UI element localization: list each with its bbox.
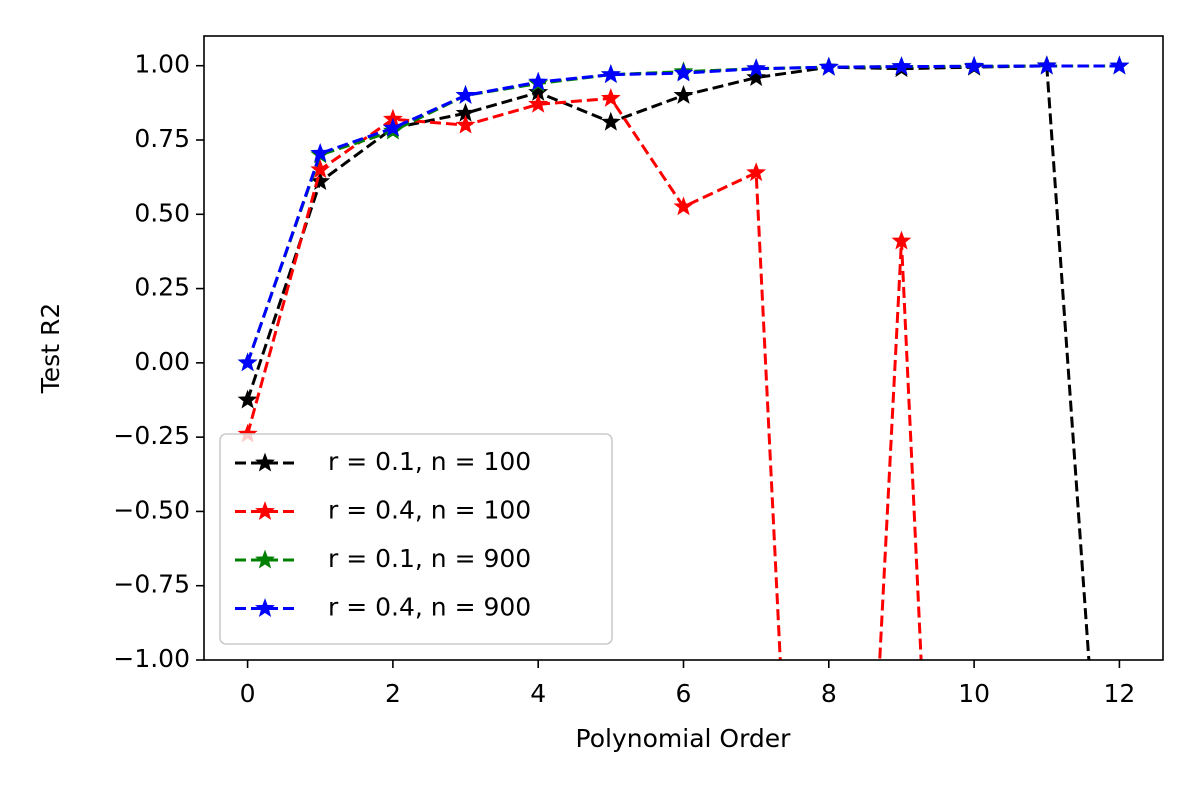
y-tick-label: −0.75	[113, 570, 190, 599]
y-tick-label: 0.00	[134, 347, 190, 376]
series-line	[246, 64, 1120, 364]
legend-marker	[255, 501, 275, 520]
marker	[746, 67, 767, 87]
marker	[673, 62, 694, 82]
marker	[891, 230, 912, 250]
y-tick-label: −1.00	[113, 644, 190, 673]
x-tick-label: 6	[676, 679, 692, 708]
marker	[310, 159, 331, 179]
legend-marker	[255, 598, 275, 617]
legend-marker	[255, 549, 275, 569]
marker	[964, 55, 985, 75]
marker	[310, 171, 331, 191]
marker	[600, 87, 621, 107]
x-tick-label: 0	[240, 679, 256, 708]
marker	[528, 71, 549, 91]
marker	[1109, 55, 1130, 75]
x-tick-label: 4	[530, 679, 546, 708]
y-tick-label: 1.00	[134, 50, 190, 79]
marker	[237, 352, 258, 372]
marker	[600, 111, 621, 131]
x-tick-label: 2	[385, 679, 401, 708]
legend-label: r = 0.4, n = 100	[328, 496, 531, 525]
marker	[673, 84, 694, 104]
legend-label: r = 0.4, n = 900	[328, 593, 531, 622]
plot-area	[237, 55, 1130, 660]
marker	[455, 114, 476, 134]
y-tick-label: 0.75	[134, 124, 190, 153]
marker	[528, 93, 549, 113]
legend-label: r = 0.1, n = 100	[328, 447, 531, 476]
marker	[382, 117, 403, 137]
y-tick-label: −0.50	[113, 495, 190, 524]
marker	[1036, 55, 1057, 75]
y-tick-label: 0.50	[134, 198, 190, 227]
marker	[746, 58, 767, 78]
marker	[600, 64, 621, 84]
marker	[237, 389, 258, 409]
marker	[818, 56, 839, 76]
marker	[673, 196, 694, 216]
marker	[746, 162, 767, 182]
legend-label: r = 0.1, n = 900	[328, 544, 531, 573]
y-tick-label: 0.25	[134, 273, 190, 302]
marker	[891, 56, 912, 76]
x-axis-label: Polynomial Order	[576, 724, 792, 753]
legend-box	[219, 433, 613, 645]
x-tick-label: 12	[1104, 679, 1136, 708]
legend-marker	[255, 452, 275, 472]
x-tick-label: 10	[958, 679, 990, 708]
marker	[310, 142, 331, 162]
marker	[455, 84, 476, 104]
y-axis-label: Test R2	[36, 303, 65, 394]
y-tick-label: −0.25	[113, 421, 190, 450]
x-tick-label: 8	[821, 679, 837, 708]
series-line	[246, 64, 1120, 364]
